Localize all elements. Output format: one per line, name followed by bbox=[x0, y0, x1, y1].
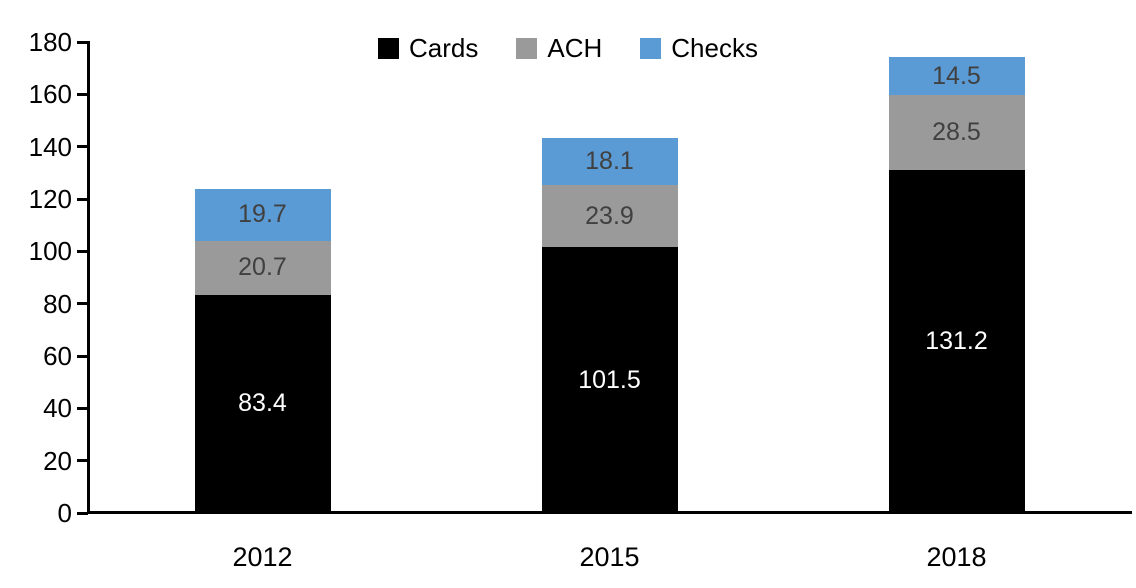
x-axis-label-2015: 2015 bbox=[579, 542, 640, 572]
bar-segment-ach-2012: 20.7 bbox=[194, 240, 331, 295]
plot-area: 83.4 20.7 19.7 101.5 23.9 18.1 131.2 28.5 14.5 bbox=[89, 42, 1130, 513]
bar-segment-ach-2018: 28.5 bbox=[888, 95, 1025, 170]
y-axis-tick-label: 60 bbox=[43, 341, 72, 371]
y-axis-tick bbox=[77, 145, 88, 149]
legend-swatch-cards bbox=[378, 38, 400, 59]
bar-2015: 101.5 23.9 18.1 bbox=[541, 137, 678, 513]
legend-label: Checks bbox=[671, 33, 758, 63]
legend-item-cards: Cards bbox=[378, 33, 478, 64]
bar-segment-checks-2015: 18.1 bbox=[541, 137, 678, 185]
bar-segment-checks-2018: 14.5 bbox=[888, 57, 1025, 96]
y-axis-tick-label: 0 bbox=[57, 498, 72, 528]
data-label: 83.4 bbox=[238, 389, 287, 418]
y-axis-tick-label: 160 bbox=[28, 79, 72, 110]
x-axis-label-2012: 2012 bbox=[232, 542, 293, 572]
data-label: 28.5 bbox=[932, 117, 981, 146]
y-axis-tick-label: 100 bbox=[28, 236, 72, 267]
y-axis-tick-label: 120 bbox=[28, 184, 72, 214]
bar-segment-cards-2015: 101.5 bbox=[541, 247, 678, 513]
data-label: 14.5 bbox=[932, 61, 981, 90]
data-label: 18.1 bbox=[585, 146, 634, 175]
y-axis-tick bbox=[77, 249, 88, 253]
x-axis-label-2018: 2018 bbox=[926, 542, 987, 572]
legend-item-ach: ACH bbox=[516, 33, 602, 64]
y-axis-tick bbox=[77, 406, 88, 410]
y-axis-tick bbox=[77, 302, 88, 306]
y-axis-tick bbox=[77, 511, 88, 515]
bar-segment-ach-2015: 23.9 bbox=[541, 184, 678, 248]
y-axis-tick-label: 140 bbox=[28, 131, 72, 162]
y-axis-tick bbox=[77, 354, 88, 358]
bar-2012: 83.4 20.7 19.7 bbox=[194, 189, 331, 513]
y-axis-tick-label: 40 bbox=[43, 393, 72, 424]
y-axis-tick-label: 180 bbox=[28, 27, 72, 57]
data-label: 19.7 bbox=[238, 200, 287, 229]
data-label: 20.7 bbox=[238, 253, 287, 282]
bar-segment-cards-2018: 131.2 bbox=[888, 169, 1025, 513]
data-label: 23.9 bbox=[585, 201, 634, 230]
bar-segment-cards-2012: 83.4 bbox=[194, 294, 331, 513]
chart-legend: Cards ACH Checks bbox=[0, 33, 1136, 64]
y-axis-line bbox=[87, 41, 90, 514]
y-axis-tick bbox=[77, 197, 88, 201]
y-axis-tick bbox=[77, 40, 88, 44]
data-label: 131.2 bbox=[925, 326, 988, 355]
bar-segment-checks-2012: 19.7 bbox=[194, 189, 331, 241]
legend-swatch-checks bbox=[640, 38, 662, 59]
y-axis-tick bbox=[77, 459, 88, 463]
legend-label: ACH bbox=[547, 33, 603, 63]
legend-item-checks: Checks bbox=[640, 33, 758, 64]
y-axis-tick bbox=[77, 92, 88, 96]
legend-label: Cards bbox=[409, 33, 479, 63]
legend-swatch-ach bbox=[516, 38, 538, 59]
bar-2018: 131.2 28.5 14.5 bbox=[888, 57, 1025, 513]
y-axis-tick-label: 20 bbox=[43, 445, 72, 476]
y-axis-tick-label: 80 bbox=[43, 288, 72, 319]
data-label: 101.5 bbox=[578, 365, 641, 394]
